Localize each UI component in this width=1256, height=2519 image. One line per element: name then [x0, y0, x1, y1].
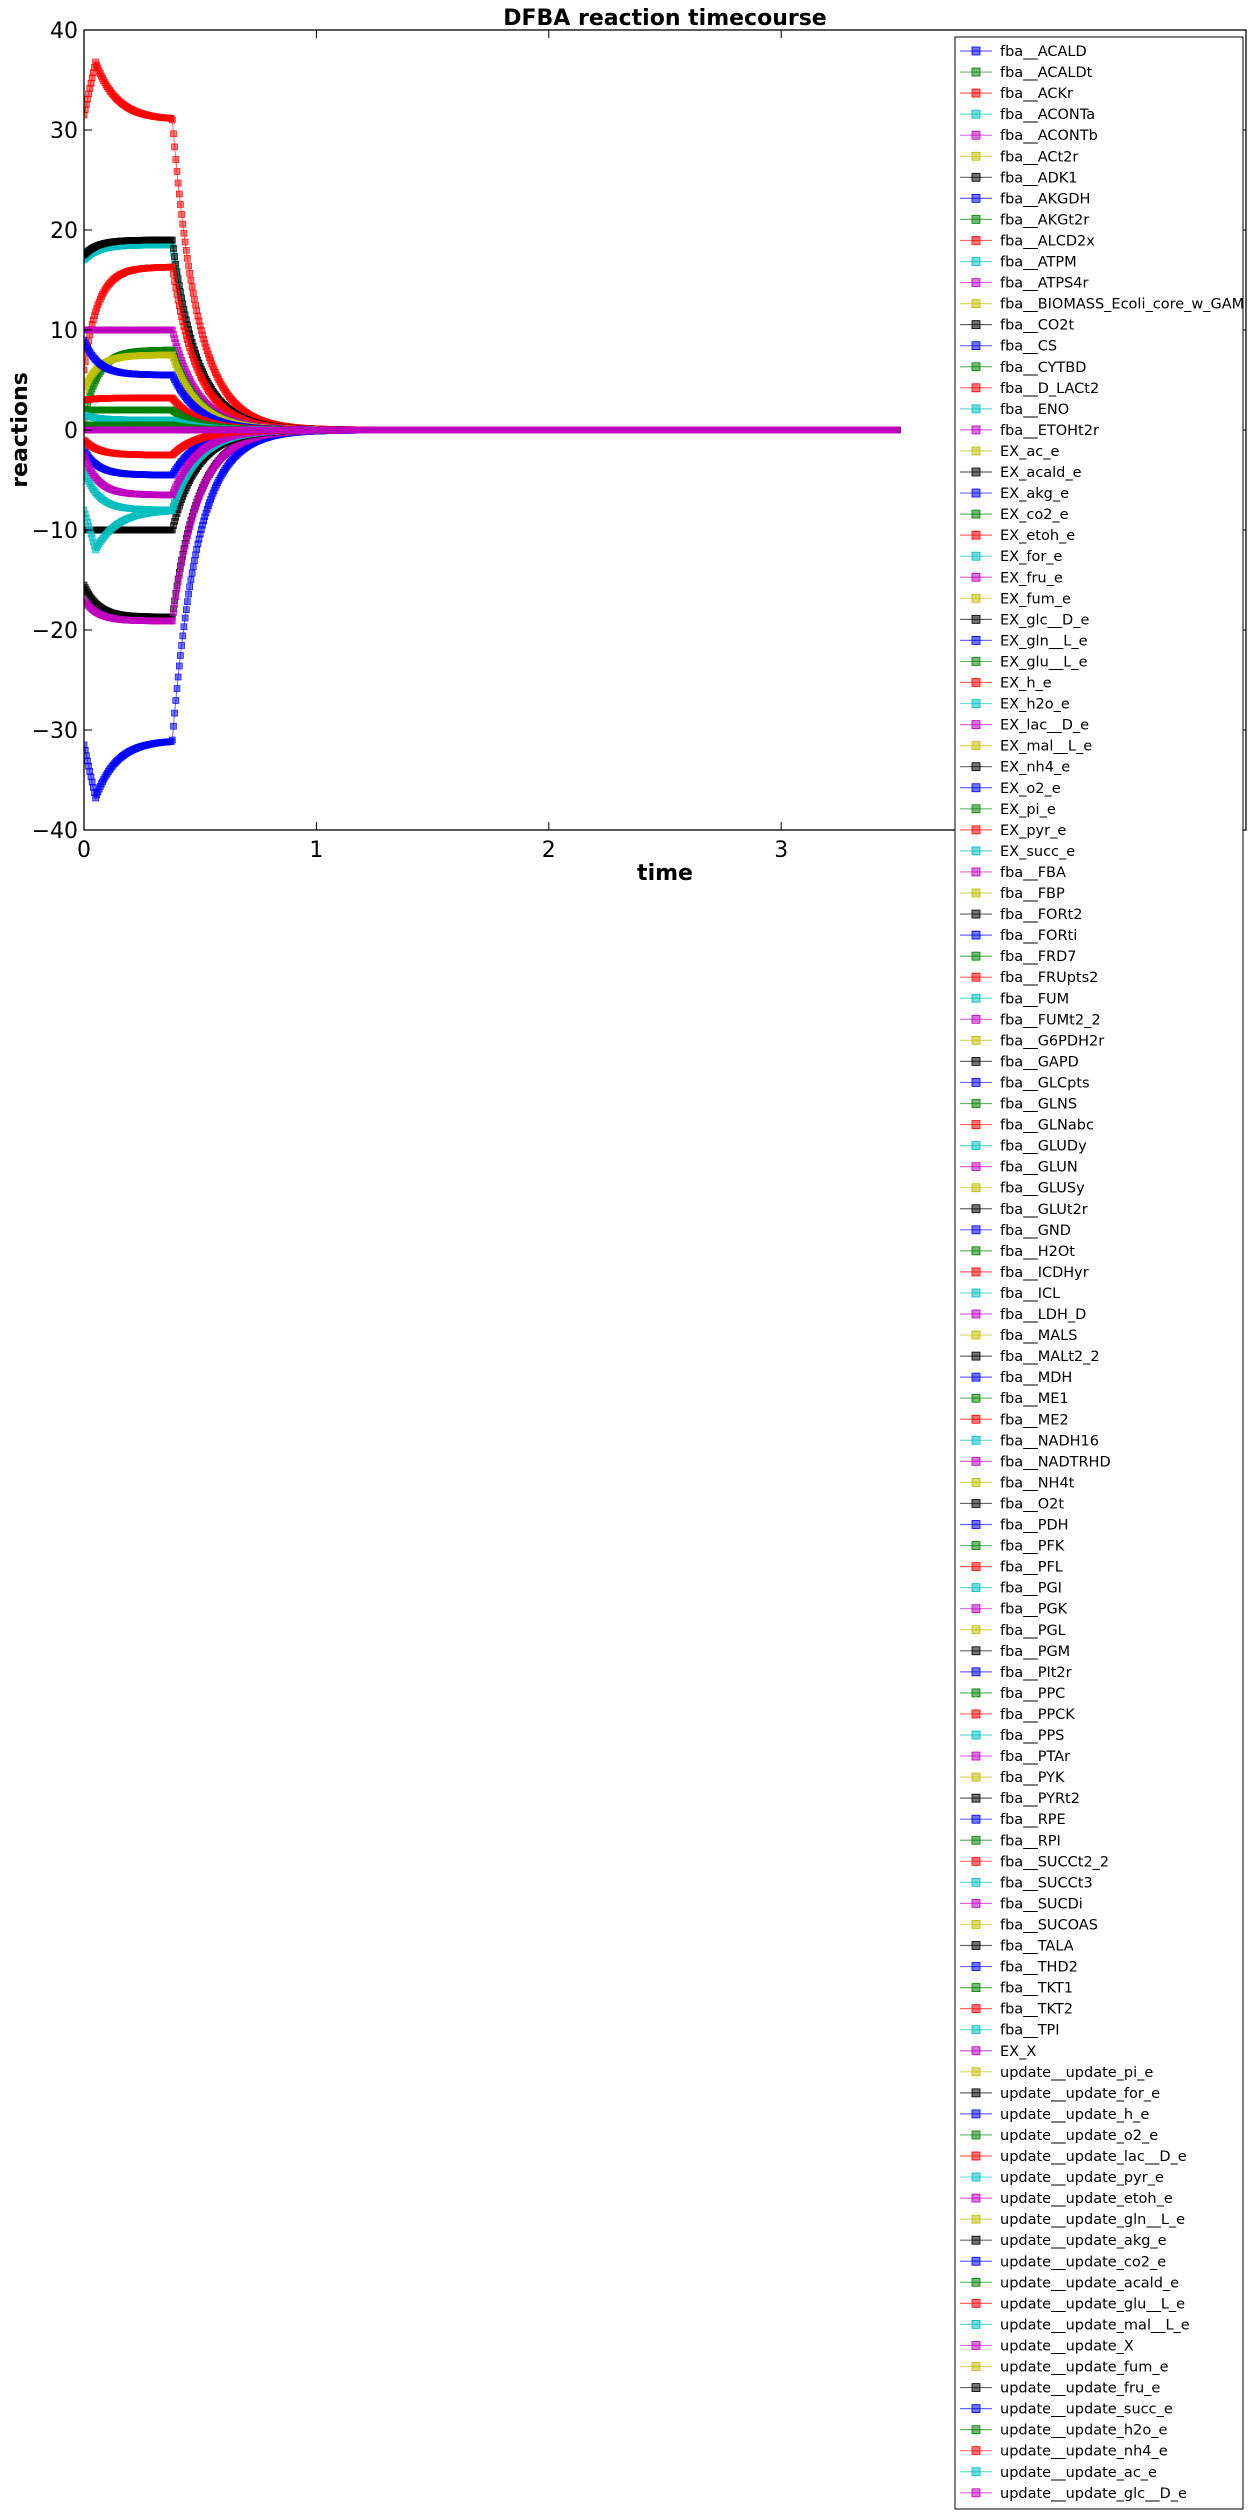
series-point — [178, 559, 185, 567]
series-point — [181, 238, 189, 246]
series-point — [169, 116, 176, 124]
series-point — [186, 269, 193, 277]
series-point — [185, 590, 192, 598]
series-point — [187, 576, 195, 584]
series-point — [84, 358, 89, 366]
series-point — [189, 289, 197, 297]
series-point — [171, 277, 178, 285]
series-point — [178, 211, 185, 218]
series-point — [170, 245, 177, 252]
series-point — [171, 143, 178, 151]
series-point — [191, 295, 198, 303]
series-point — [185, 262, 192, 270]
series-point — [183, 247, 190, 254]
series-point — [171, 709, 178, 717]
series-point — [172, 697, 180, 704]
series-point — [187, 276, 195, 284]
series-point — [170, 722, 177, 730]
series-point — [169, 236, 176, 244]
series-point — [170, 130, 177, 138]
series-point — [169, 736, 176, 744]
series-point — [172, 593, 180, 601]
series-point — [179, 220, 187, 228]
series-point — [184, 598, 191, 606]
series-point — [180, 229, 188, 237]
series-point — [174, 179, 182, 187]
series-point — [192, 551, 199, 559]
series-point — [176, 190, 183, 198]
series-point — [192, 301, 199, 309]
series-point — [176, 302, 183, 310]
series-point — [170, 270, 177, 278]
series-point — [173, 290, 181, 298]
series-point — [184, 255, 191, 262]
series-layer — [84, 58, 901, 802]
series-point — [177, 565, 184, 573]
series-point — [180, 547, 188, 555]
series-point — [188, 283, 196, 291]
series-point — [172, 156, 180, 163]
series-point — [169, 617, 176, 625]
series-point — [173, 585, 181, 593]
series-point — [84, 111, 88, 119]
series-point — [177, 652, 184, 659]
series-point — [172, 284, 180, 292]
series-point — [173, 685, 181, 692]
series-point — [174, 578, 182, 586]
series-point — [173, 168, 181, 175]
series-point — [171, 253, 178, 260]
series-point — [170, 609, 177, 616]
series-point — [84, 366, 88, 374]
series-point — [180, 623, 188, 631]
series-point — [186, 583, 193, 591]
series-point — [181, 614, 189, 622]
series-point — [177, 201, 184, 208]
series-point — [183, 606, 190, 614]
series-point — [174, 673, 182, 681]
series-point — [189, 563, 197, 571]
series-point — [176, 662, 183, 670]
series-point — [169, 263, 176, 271]
series-point — [176, 572, 183, 579]
series-point — [171, 601, 178, 608]
series-point — [174, 296, 182, 304]
series-point — [178, 642, 185, 649]
series-point — [179, 632, 187, 640]
series-point — [179, 553, 187, 561]
series-point — [188, 569, 196, 577]
series-point — [84, 741, 88, 749]
series-point — [191, 557, 198, 565]
